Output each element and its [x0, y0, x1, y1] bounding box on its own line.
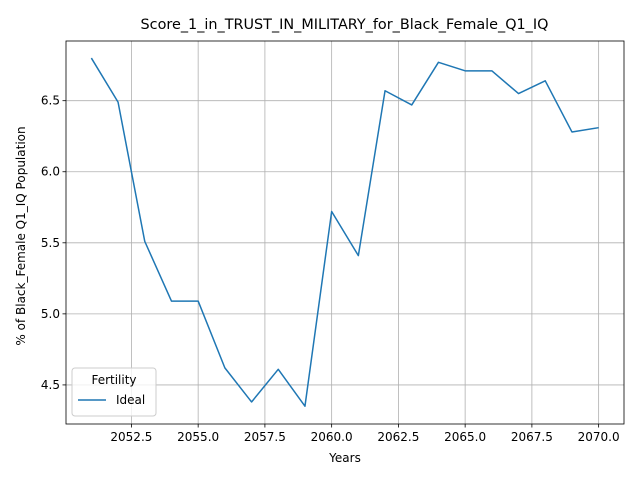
data-point: [384, 90, 386, 92]
y-axis-title: % of Black_Female Q1_IQ Population: [14, 126, 28, 345]
series-line-ideal: [90, 57, 599, 407]
x-tick-label: 2057.5: [244, 430, 286, 444]
data-point: [331, 211, 333, 213]
data-point: [518, 93, 520, 95]
axes: 2052.5 2055.0 2057.5 2060.0 2062.5 2065.0 2067…: [41, 40, 625, 444]
data-point: [571, 131, 573, 133]
data-point: [411, 104, 413, 106]
legend-title: Fertility: [91, 373, 136, 387]
y-tick-label: 5.0: [41, 307, 60, 321]
data-point: [544, 80, 546, 82]
data-point: [277, 368, 279, 370]
data-point: [91, 57, 93, 59]
x-tick-label: 2052.5: [110, 430, 152, 444]
plot-frame: [65, 40, 625, 425]
legend-label-ideal: Ideal: [116, 393, 145, 407]
data-point: [598, 127, 600, 129]
y-tick-label: 6.0: [41, 165, 60, 179]
x-tick-label: 2055.0: [177, 430, 219, 444]
data-point: [251, 401, 253, 403]
x-tick-label: 2065.0: [444, 430, 486, 444]
series-layer: [90, 57, 600, 407]
x-tick-label: 2062.5: [377, 430, 419, 444]
y-tick-label: 6.5: [41, 94, 60, 108]
data-point: [491, 70, 493, 72]
data-point: [117, 101, 119, 103]
data-point: [304, 405, 306, 407]
legend: Fertility Ideal: [71, 367, 157, 417]
data-point: [144, 241, 146, 243]
chart-title: Score_1_in_TRUST_IN_MILITARY_for_Black_F…: [141, 17, 549, 33]
x-axis-title: Years: [328, 451, 361, 465]
legend-box: [71, 367, 157, 417]
y-tick-label: 5.5: [41, 236, 60, 250]
x-tick-label: 2070.0: [578, 430, 620, 444]
data-point: [438, 62, 440, 64]
data-point: [358, 255, 360, 257]
y-tick-label: 4.5: [41, 378, 60, 392]
data-point: [224, 367, 226, 369]
x-tick-label: 2067.5: [511, 430, 553, 444]
data-point: [197, 300, 199, 302]
grid: [66, 41, 624, 424]
data-point: [171, 300, 173, 302]
data-point: [464, 70, 466, 72]
x-tick-label: 2060.0: [311, 430, 353, 444]
